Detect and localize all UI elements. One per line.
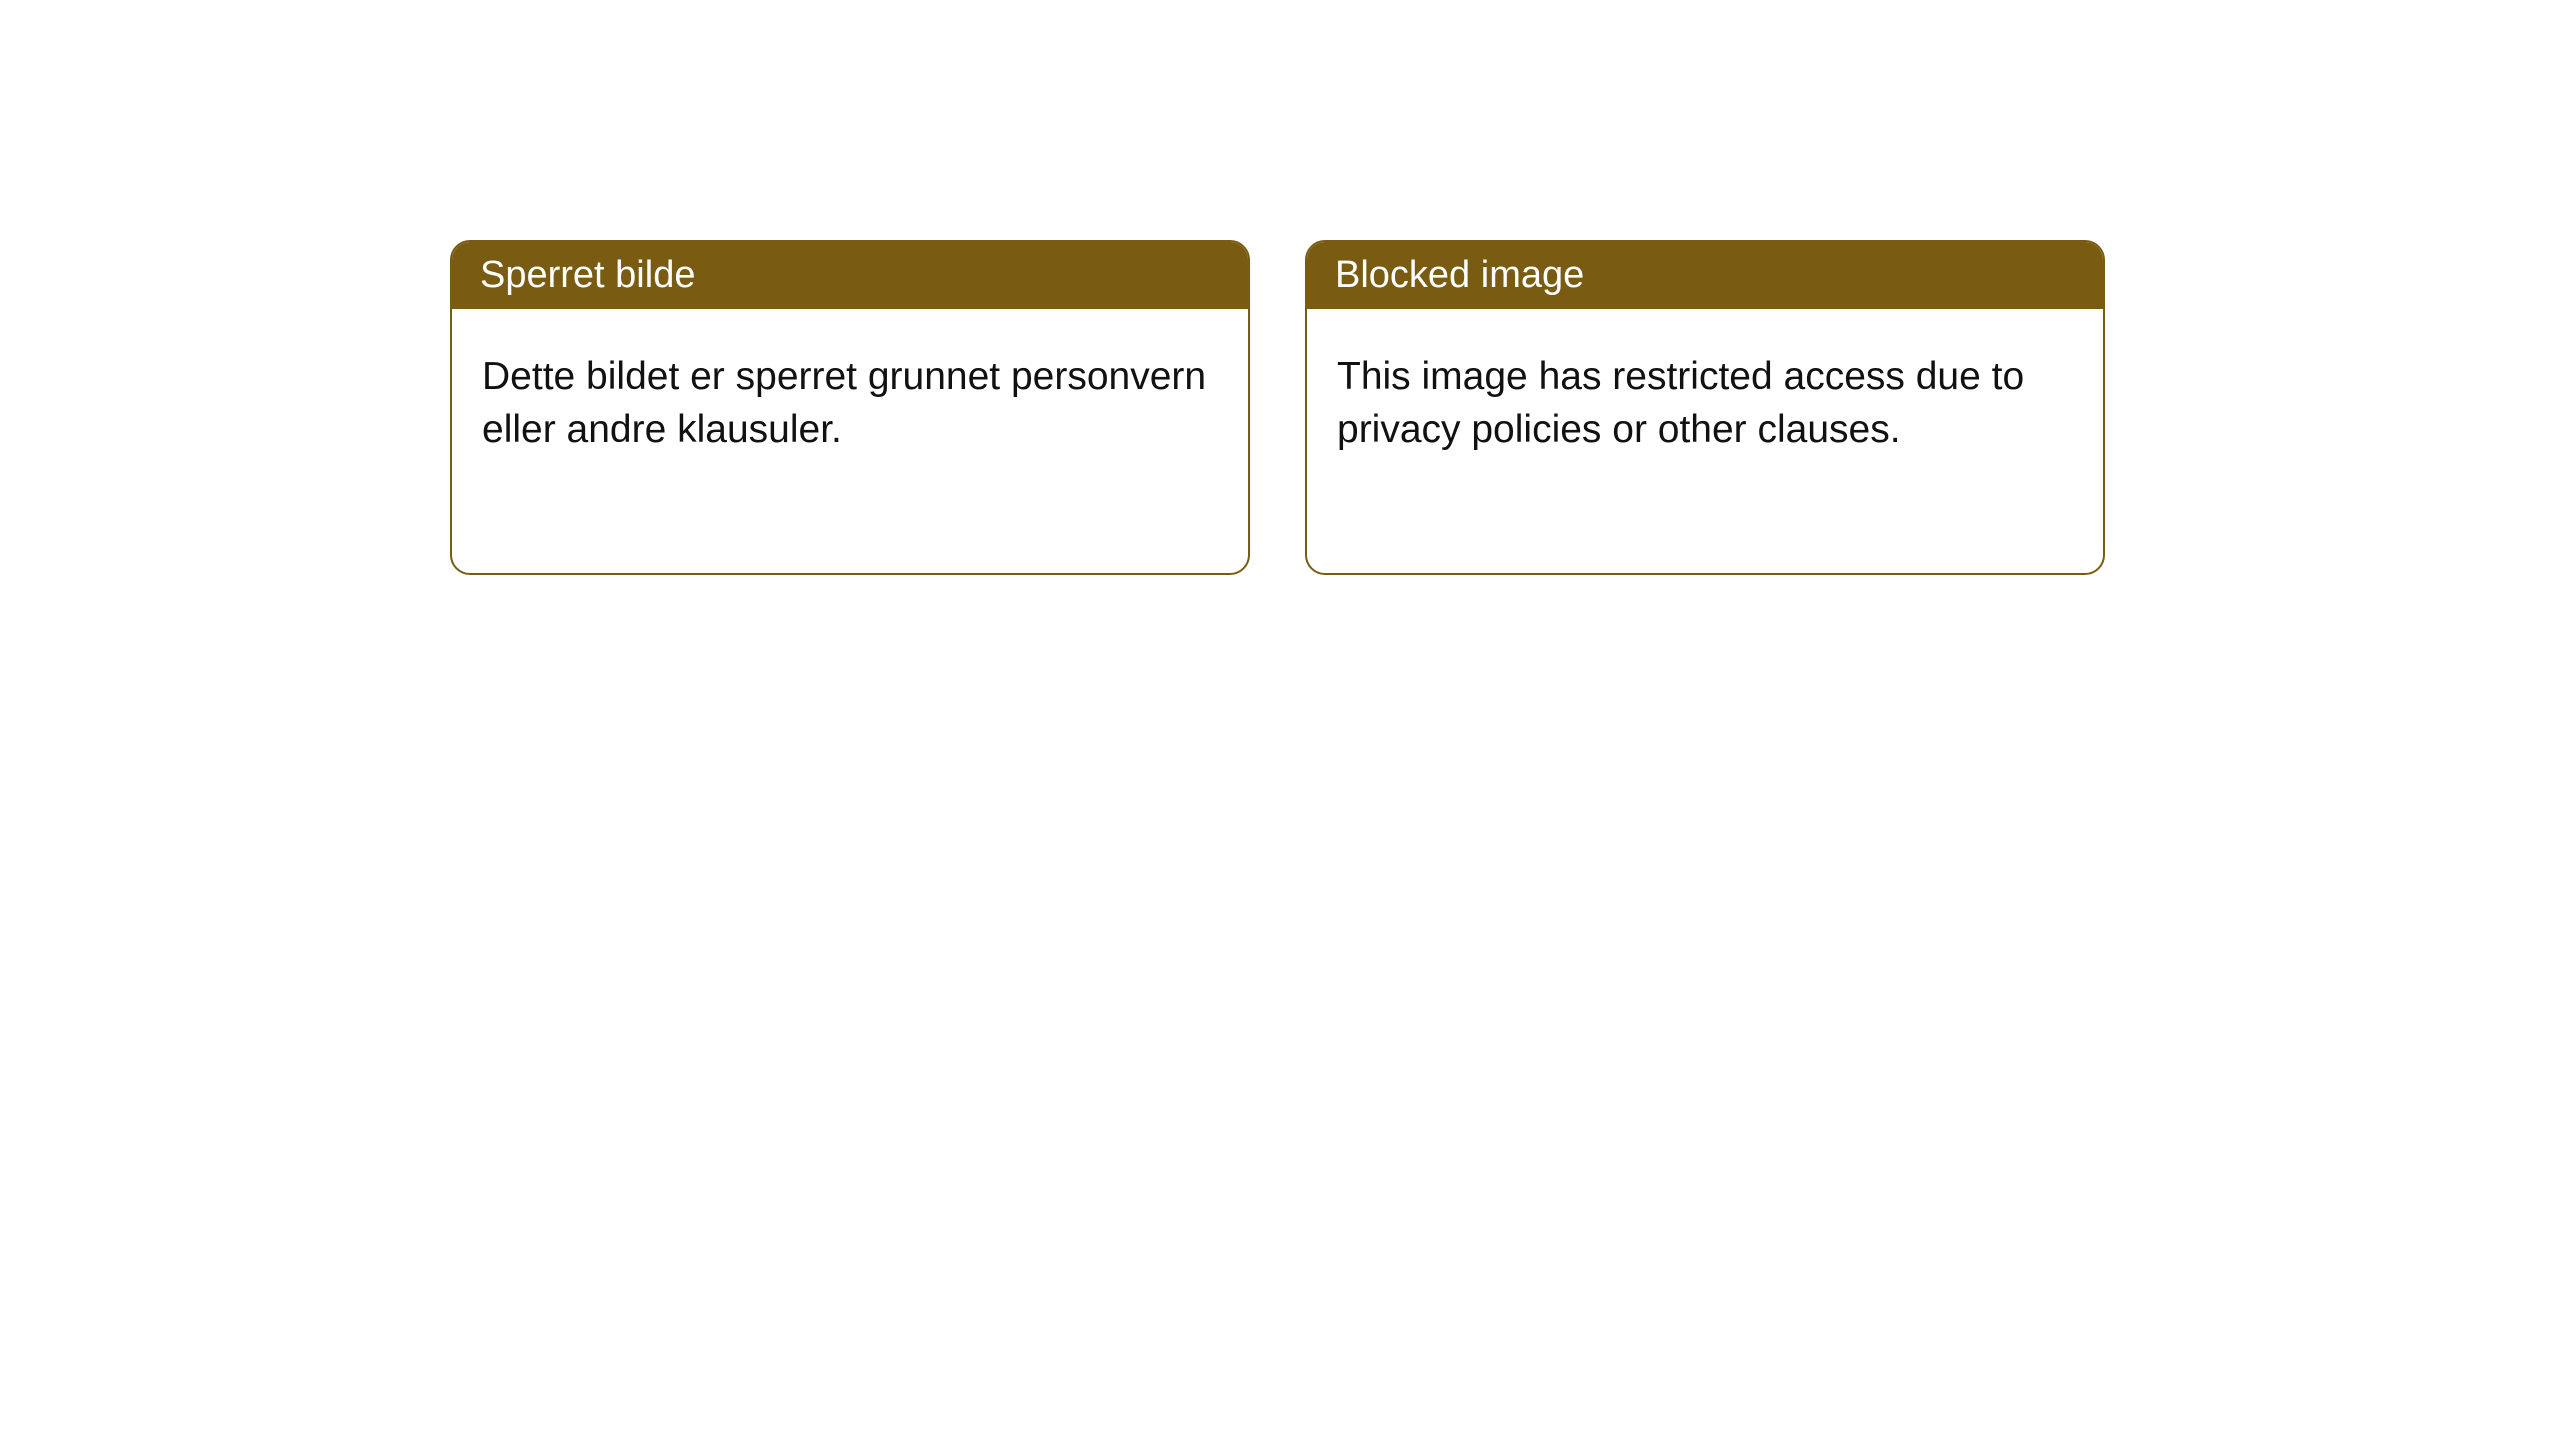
notice-container: Sperret bilde Dette bildet er sperret gr… [0, 0, 2560, 575]
notice-panel-english: Blocked image This image has restricted … [1305, 240, 2105, 575]
panel-header: Sperret bilde [452, 242, 1248, 309]
panel-header: Blocked image [1307, 242, 2103, 309]
panel-body: Dette bildet er sperret grunnet personve… [452, 309, 1248, 498]
panel-body: This image has restricted access due to … [1307, 309, 2103, 498]
notice-panel-norwegian: Sperret bilde Dette bildet er sperret gr… [450, 240, 1250, 575]
